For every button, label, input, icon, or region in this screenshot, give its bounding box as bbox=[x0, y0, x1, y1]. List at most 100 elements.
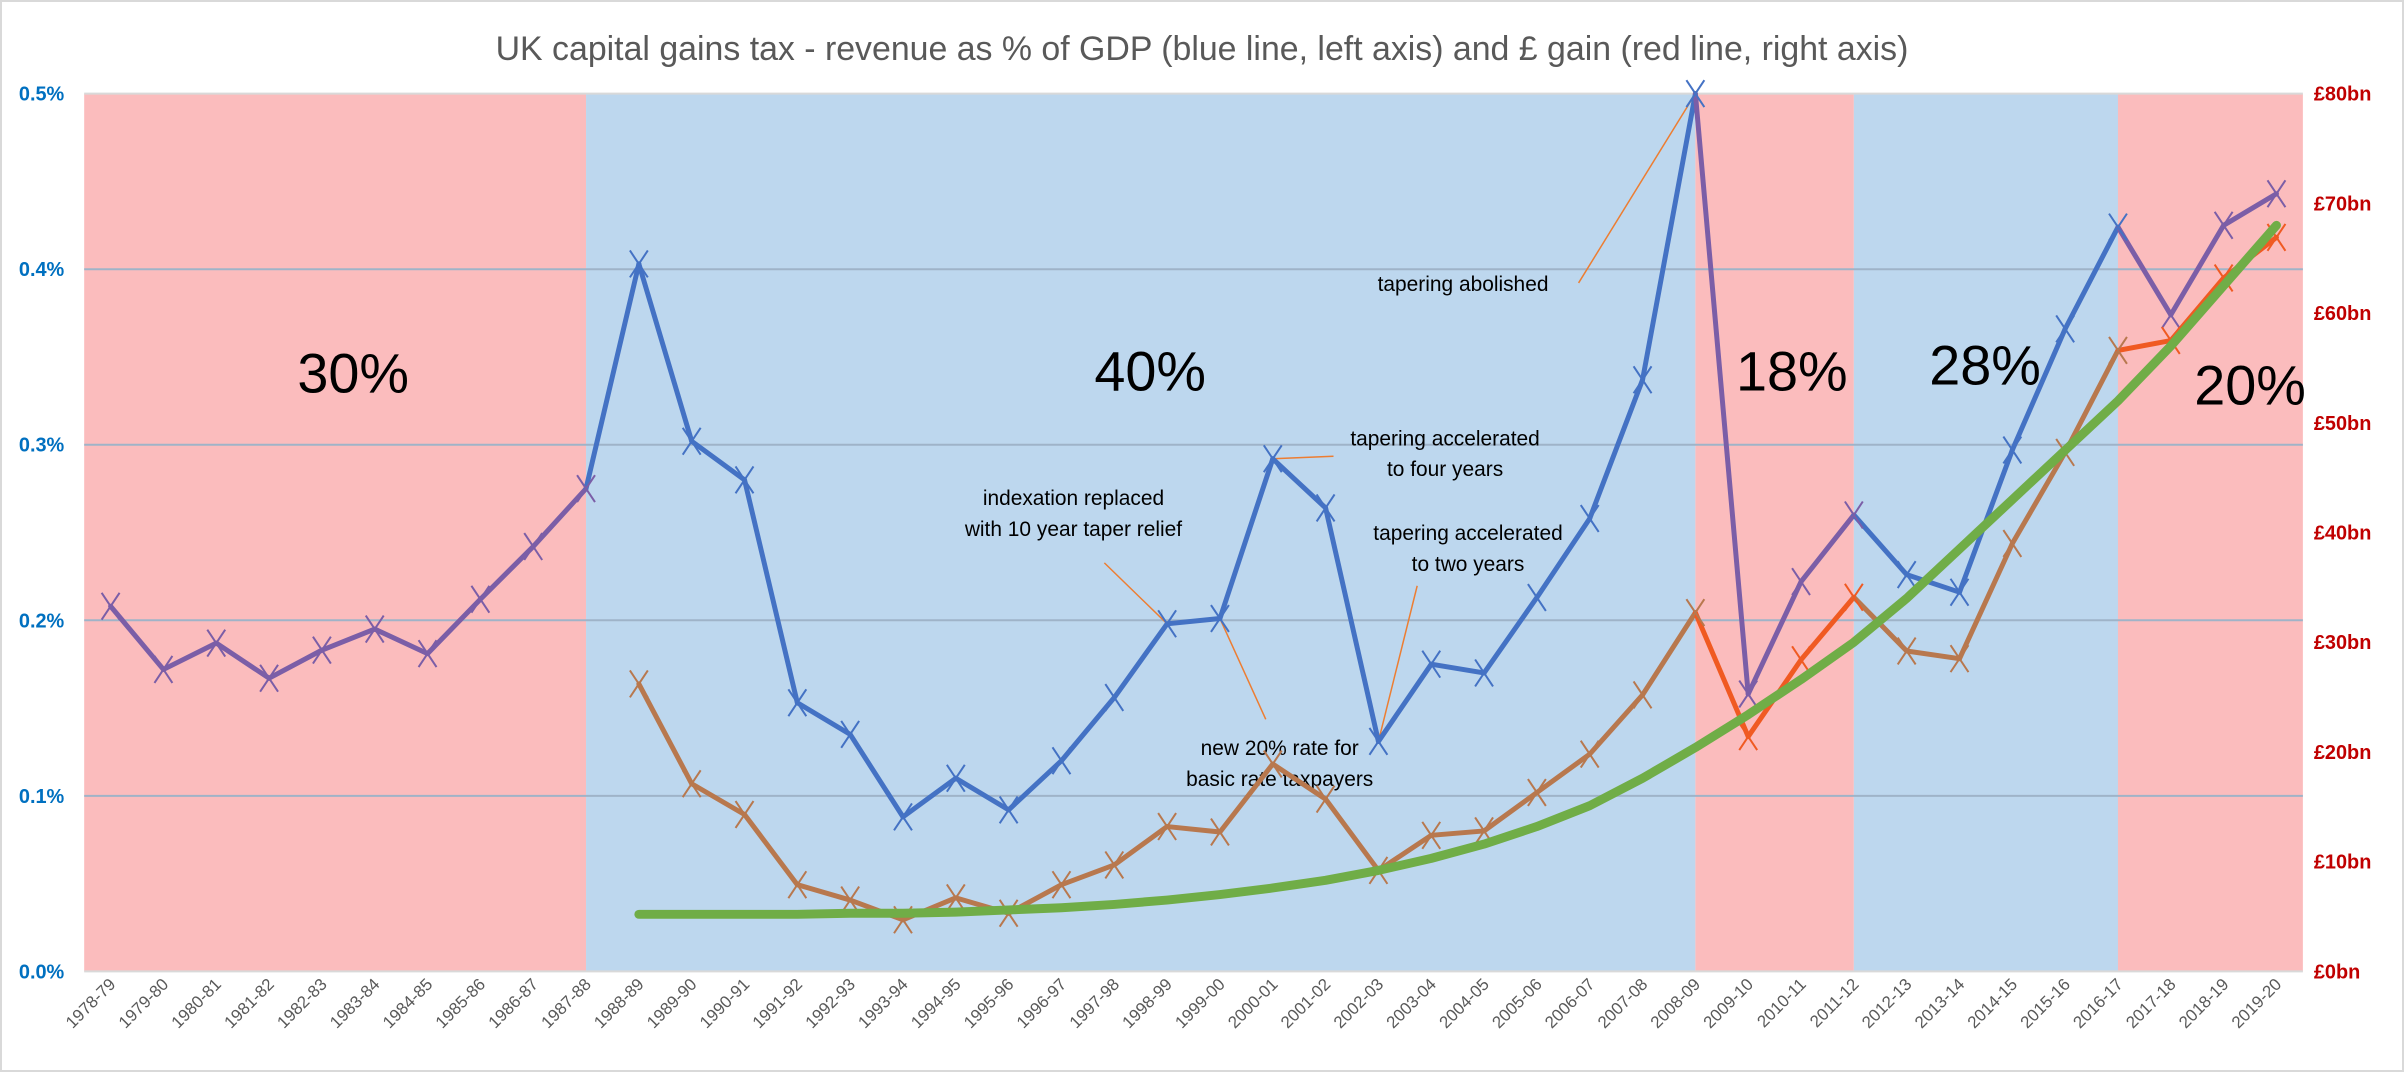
gdp-share-line-segment bbox=[847, 731, 906, 820]
gdp-share-point bbox=[998, 795, 1019, 824]
x-marker-stroke bbox=[1051, 746, 1072, 775]
gdp-share-point bbox=[734, 465, 755, 494]
x-marker-stroke bbox=[1791, 645, 1811, 674]
x-marker-stroke bbox=[1262, 750, 1283, 779]
gdp-share-line-segment bbox=[953, 775, 1012, 813]
gain-line-segment bbox=[1270, 761, 1329, 802]
x-marker-stroke bbox=[1738, 680, 1758, 709]
gain-line-segment bbox=[2115, 338, 2174, 353]
gdp-share-line-segment bbox=[160, 640, 219, 672]
x-axis-tick-label: 1994-95 bbox=[907, 975, 964, 1032]
annotation-leader-line bbox=[1577, 93, 1697, 284]
x-marker-stroke bbox=[1632, 680, 1653, 709]
right-axis-tick-label: £80bn bbox=[2314, 84, 2372, 106]
gain-line-segment bbox=[689, 781, 748, 817]
x-marker-stroke bbox=[2002, 436, 2023, 465]
gdp-share-line-segment bbox=[636, 261, 695, 444]
gdp-share-line-segment bbox=[108, 603, 166, 672]
gdp-share-point bbox=[1051, 746, 1072, 775]
gdp-share-line-segment bbox=[1904, 572, 1962, 595]
x-axis-tick-label: 2008-09 bbox=[1647, 975, 1704, 1032]
x-marker-stroke bbox=[1527, 583, 1547, 612]
gdp-share-point bbox=[470, 585, 491, 614]
gdp-share-point bbox=[1527, 583, 1547, 612]
annotation-text: basic rate taxpayers bbox=[1186, 768, 1373, 791]
rate-band-label: 28% bbox=[1929, 334, 2041, 397]
gdp-share-line-segment bbox=[213, 640, 272, 681]
x-axis-tick-label: 1985-86 bbox=[432, 975, 489, 1032]
gdp-share-point bbox=[206, 629, 227, 658]
gain-line-segment bbox=[1428, 828, 1487, 838]
right-axis-tick-label: £30bn bbox=[2314, 632, 2372, 654]
annotation-leader-line bbox=[1377, 585, 1418, 742]
gdp-share-line-segment bbox=[1851, 512, 1910, 578]
x-marker-stroke bbox=[2002, 529, 2023, 558]
x-marker-stroke bbox=[1685, 79, 1706, 108]
x-axis-tick-label: 2006-07 bbox=[1541, 975, 1598, 1032]
x-marker-stroke bbox=[1474, 816, 1494, 845]
annotation-leader-line bbox=[1103, 562, 1168, 625]
rate-band-label: 18% bbox=[1736, 340, 1848, 403]
x-marker-stroke bbox=[2266, 179, 2287, 208]
rate-band bbox=[586, 93, 1696, 972]
gdp-share-point bbox=[1104, 683, 1125, 712]
gdp-share-point bbox=[1210, 604, 1230, 633]
gdp-share-line-segment bbox=[319, 626, 378, 653]
x-axis-tick-label: 1979-80 bbox=[115, 975, 172, 1032]
gdp-share-line-segment bbox=[2115, 224, 2174, 318]
gdp-share-line-segment bbox=[1798, 512, 1857, 585]
gdp-share-line-segment bbox=[1587, 377, 1646, 521]
gdp-share-point bbox=[259, 664, 279, 693]
x-axis-tick-label: 2010-11 bbox=[1753, 975, 1809, 1031]
gdp-share-point bbox=[2266, 179, 2287, 208]
x-axis-tick-label: 2004-05 bbox=[1436, 975, 1493, 1032]
gdp-share-point bbox=[787, 688, 808, 717]
x-axis-tick-label: 2018-19 bbox=[2175, 975, 2232, 1032]
gdp-share-line-segment bbox=[2221, 191, 2279, 228]
gain-line-segment bbox=[1534, 751, 1593, 796]
gdp-share-point bbox=[1791, 567, 1811, 596]
annotation-text: with 10 year taper relief bbox=[964, 518, 1182, 541]
x-marker-stroke bbox=[470, 585, 491, 614]
gdp-share-line-segment bbox=[1164, 616, 1223, 627]
x-axis-tick-label: 1982-83 bbox=[273, 975, 330, 1032]
gain-line-segment bbox=[636, 681, 695, 787]
x-axis-tick-label: 2005-06 bbox=[1488, 975, 1545, 1032]
x-marker-stroke bbox=[1632, 365, 1653, 394]
x-marker-stroke bbox=[523, 532, 544, 561]
x-axis-tick-label: 2016-17 bbox=[2069, 975, 2126, 1032]
gdp-share-line-segment bbox=[742, 477, 800, 706]
gain-point bbox=[1527, 778, 1547, 807]
gdp-share-point bbox=[629, 249, 649, 278]
x-axis-tick-label: 1989-90 bbox=[643, 975, 700, 1032]
x-marker-stroke bbox=[1844, 500, 1864, 529]
x-marker-stroke bbox=[153, 655, 174, 684]
x-marker-stroke bbox=[787, 688, 808, 717]
gain-point bbox=[1791, 645, 1811, 674]
gdp-share-point bbox=[1685, 79, 1706, 108]
gain-line-segment bbox=[1640, 610, 1698, 698]
x-marker-stroke bbox=[681, 427, 702, 456]
trend-line bbox=[634, 220, 2281, 919]
gdp-share-line-segment bbox=[583, 261, 642, 492]
x-marker-stroke bbox=[1579, 504, 1600, 533]
x-axis-tick-label: 2013-14 bbox=[1911, 975, 1968, 1032]
right-axis-tick-label: £40bn bbox=[2314, 522, 2372, 544]
gdp-share-point bbox=[100, 592, 121, 621]
right-axis-tick-label: £0bn bbox=[2314, 961, 2360, 983]
gdp-share-line-segment bbox=[1058, 695, 1117, 764]
x-axis-tick-label: 2009-10 bbox=[1700, 975, 1757, 1032]
x-axis-tick-label: 2019-20 bbox=[2228, 975, 2285, 1032]
x-axis-tick-label: 1983-84 bbox=[326, 975, 383, 1032]
x-axis-tick-label: 2000-01 bbox=[1224, 975, 1281, 1032]
gdp-share-point bbox=[681, 427, 702, 456]
rate-band bbox=[1695, 93, 1854, 972]
x-marker-stroke bbox=[893, 802, 913, 831]
x-axis-tick-label: 1993-94 bbox=[854, 975, 911, 1032]
gdp-share-line-segment bbox=[1217, 456, 1276, 622]
x-marker-stroke bbox=[1474, 658, 1494, 687]
x-axis-tick-label: 1998-99 bbox=[1119, 975, 1176, 1032]
x-marker-stroke bbox=[629, 249, 649, 278]
gdp-share-point bbox=[1632, 365, 1653, 394]
annotation-text: to two years bbox=[1412, 553, 1525, 576]
